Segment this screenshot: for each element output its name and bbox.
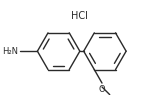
Text: O: O — [99, 85, 105, 94]
Text: H₂N: H₂N — [2, 47, 18, 56]
Text: HCl: HCl — [71, 11, 88, 21]
